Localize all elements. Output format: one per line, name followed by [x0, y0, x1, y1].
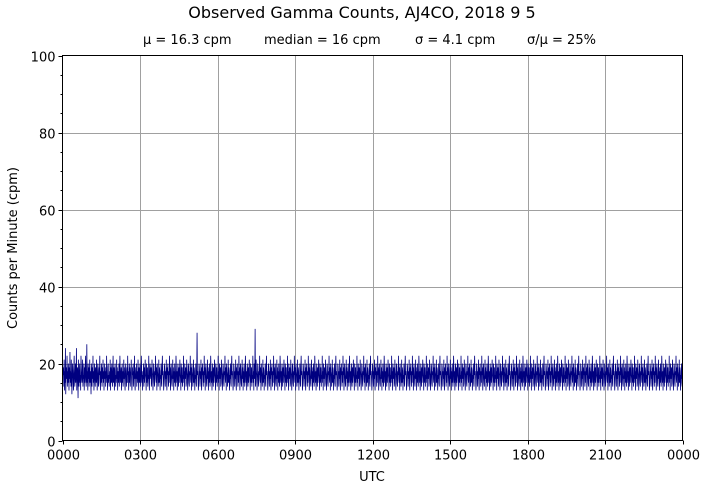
chart-title: Observed Gamma Counts, AJ4CO, 2018 9 5 [188, 3, 535, 22]
subtitle-mean: μ = 16.3 cpm [143, 33, 232, 48]
y-tick-label: 100 [31, 51, 56, 66]
x-tick-label: 0900 [279, 449, 312, 464]
x-tick-label: 1200 [357, 449, 390, 464]
x-tick-label: 0000 [47, 449, 80, 464]
y-tick-label: 80 [39, 128, 56, 143]
x-axis-label: UTC [359, 470, 385, 485]
subtitle-ratio: σ/μ = 25% [527, 33, 596, 48]
y-axis-label: Counts per Minute (cpm) [6, 167, 21, 329]
y-tick-labels: 0 20 40 60 80 100 [31, 51, 56, 451]
x-tick-label: 1500 [434, 449, 467, 464]
y-tick-label: 0 [47, 436, 55, 451]
y-tick-label: 20 [39, 359, 56, 374]
x-tick-labels: 0000 0300 0600 0900 1200 1500 1800 2100 0000 [47, 449, 700, 464]
data-series [62, 328, 683, 399]
subtitle-sigma: σ = 4.1 cpm [415, 33, 495, 48]
subtitle-median: median = 16 cpm [264, 33, 381, 48]
x-tick-label: 2100 [589, 449, 622, 464]
y-tick-label: 40 [39, 282, 56, 297]
x-tick-label: 0600 [202, 449, 235, 464]
counts-series-line [62, 328, 683, 399]
x-tick-label: 1800 [512, 449, 545, 464]
x-tick-label: 0300 [124, 449, 157, 464]
grid-lines [62, 55, 683, 441]
y-tick-label: 60 [39, 205, 56, 220]
x-tick-label: 0000 [667, 449, 700, 464]
axis-ticks [58, 56, 684, 445]
